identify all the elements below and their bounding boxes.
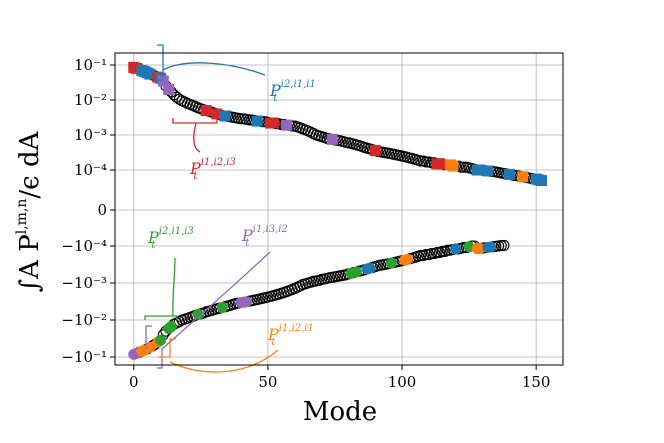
data-point-filled — [216, 302, 228, 314]
data-point-open — [420, 248, 432, 261]
y-tick-label: 10⁻² — [74, 91, 107, 109]
blue-annotation-sup: i2,i1,i1 — [281, 79, 316, 90]
data-point-filled — [350, 266, 362, 278]
y-tick-label: −10⁻² — [61, 311, 107, 329]
y-tick-label: 10⁻¹ — [74, 56, 107, 74]
data-point-square — [517, 171, 529, 183]
data-point-open — [415, 155, 427, 167]
y-tick-label: −10⁻¹ — [61, 348, 107, 366]
data-point-filled — [364, 262, 376, 274]
data-point-square — [163, 83, 175, 95]
data-point-square — [434, 158, 446, 170]
data-point-open — [415, 249, 427, 261]
orange-annotation-sup: i1,i2,i1 — [279, 323, 314, 334]
data-point-filled — [155, 334, 167, 346]
red-annotation-sub: t — [193, 171, 198, 182]
y-tick-label: 0 — [97, 201, 107, 219]
data-point-open — [426, 248, 438, 260]
data-point-open — [235, 113, 247, 125]
data-point-filled — [144, 341, 156, 353]
green-annotation-label: Pi2,i1,i3 t — [147, 226, 194, 251]
svg-text:∫A Pl,m,n/ϵ dA: ∫A Pl,m,n/ϵ dA — [14, 130, 45, 292]
orange-annotation-sub: t — [271, 337, 276, 348]
orange-annotation-symbol: P — [267, 325, 279, 344]
x-tick-label: 150 — [522, 373, 551, 391]
data-point-filled — [401, 253, 413, 265]
data-point-square — [211, 108, 223, 120]
data-point-square — [447, 160, 459, 172]
y-axis-title: ∫A Pl,m,n/ϵ dA — [14, 130, 45, 292]
purple-annotation-sub: t — [245, 238, 250, 249]
data-point-open — [436, 245, 448, 257]
purple-annotation-symbol: P — [241, 226, 253, 245]
data-point-square — [144, 68, 156, 80]
green-annotation-sup: i2,i1,i3 — [159, 226, 194, 237]
data-point-open — [420, 156, 432, 168]
x-tick-label: 100 — [388, 373, 417, 391]
red-annotation-sup: i1,i2,i3 — [201, 157, 236, 168]
data-point-square — [326, 133, 338, 145]
x-axis-ticks: 0 50 100 150 — [129, 365, 550, 391]
data-point-filled — [450, 243, 462, 255]
data-point-open — [431, 246, 443, 259]
blue-annotation-symbol: P — [269, 81, 281, 100]
data-point-filled — [240, 296, 252, 308]
data-point-square — [219, 110, 231, 122]
x-axis-title: Mode — [303, 397, 377, 427]
purple-annotation-sup: i1,i3,i2 — [253, 224, 288, 235]
y-tick-label: −10⁻³ — [61, 274, 107, 292]
data-point-filled — [474, 242, 486, 254]
data-point-square — [503, 168, 515, 180]
data-point-filled — [165, 321, 177, 333]
orange-annotation-leader — [158, 338, 279, 373]
green-annotation-sub: t — [151, 240, 156, 251]
data-point-open — [458, 161, 470, 173]
y-axis-ticks: 10⁻¹ 10⁻² 10⁻³ 10⁻⁴ 0 −10⁻⁴ −10⁻³ −10⁻² −10⁻¹ — [61, 56, 115, 366]
data-point-filled — [192, 308, 204, 320]
data-point-square — [251, 115, 263, 127]
data-point-square — [536, 175, 548, 187]
blue-annotation-sub: t — [273, 93, 278, 104]
axes-frame — [114, 52, 564, 366]
x-tick-label: 50 — [258, 373, 277, 391]
data-point-square — [482, 165, 494, 177]
data-point-open — [171, 91, 183, 103]
data-point-square — [474, 164, 486, 176]
y-tick-label: 10⁻⁴ — [74, 161, 107, 179]
data-points — [128, 61, 548, 360]
data-point-square — [200, 105, 212, 117]
data-point-open — [173, 315, 185, 328]
y-tick-label: −10⁻⁴ — [61, 237, 107, 255]
orange-annotation-label: Pi1,i2,i1 t — [267, 323, 314, 348]
purple-annotation-label: Pi1,i3,i2 t — [241, 224, 288, 249]
data-point-filled — [385, 257, 397, 269]
blue-annotation-leader — [157, 44, 266, 81]
y-axis-title-suffix: /ϵ dA — [15, 130, 45, 198]
data-point-square — [157, 75, 169, 87]
data-point-square — [369, 145, 381, 157]
data-point-square — [281, 119, 293, 131]
data-point-square — [267, 117, 279, 129]
x-tick-label: 0 — [129, 373, 139, 391]
y-axis-title-sup: l,m,n — [14, 199, 30, 235]
green-annotation-leader — [144, 257, 178, 320]
red-annotation-symbol: P — [189, 159, 201, 178]
y-axis-title-main: ∫A P — [15, 234, 45, 292]
data-point-open — [307, 128, 320, 140]
data-point-filled — [485, 241, 497, 253]
green-annotation-symbol: P — [147, 228, 159, 247]
red-annotation-leader — [172, 118, 218, 153]
red-annotation-label: Pi1,i2,i3 t — [189, 157, 236, 182]
blue-annotation-label: Pi2,i1,i1 t — [269, 79, 316, 104]
y-tick-label: 10⁻³ — [74, 126, 107, 144]
data-point-open — [498, 239, 510, 251]
